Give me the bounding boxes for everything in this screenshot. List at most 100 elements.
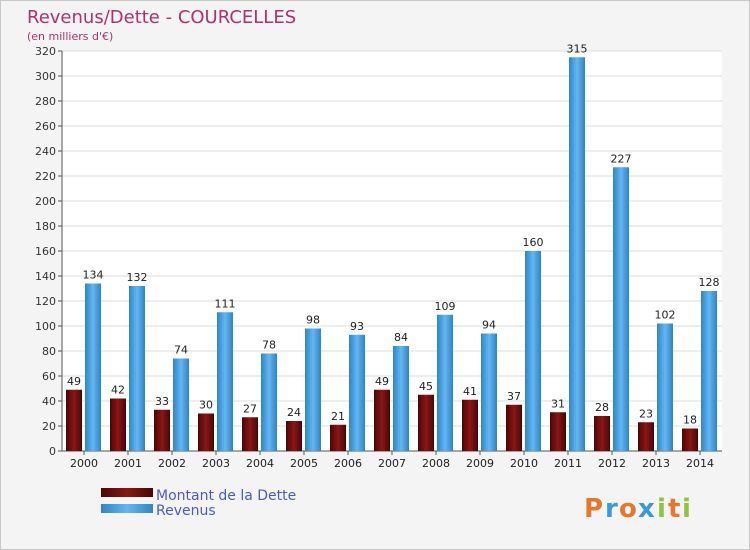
data-label-dette: 49: [67, 375, 81, 388]
bar-revenus: [173, 358, 189, 451]
data-label-revenus: 227: [611, 152, 632, 165]
grid-lines: [62, 50, 722, 452]
chart-subtitle: (en milliers d'€): [27, 30, 113, 43]
bar-revenus: [481, 333, 497, 451]
bar-dette: [330, 424, 346, 451]
y-tick-label: 80: [42, 345, 56, 358]
y-tick-label: 120: [35, 295, 56, 308]
bar-revenus: [613, 167, 629, 451]
x-tick-label: 2004: [246, 457, 274, 470]
data-label-dette: 24: [287, 406, 301, 419]
x-tick-label: 2000: [70, 457, 98, 470]
bar-dette: [198, 413, 214, 451]
y-tick-label: 60: [42, 370, 56, 383]
logo-letter: o: [619, 494, 637, 524]
data-label-dette: 27: [243, 402, 257, 415]
y-tick-label: 100: [35, 320, 56, 333]
bar-revenus: [85, 283, 101, 451]
data-label-revenus: 74: [174, 344, 188, 357]
logo-letter: r: [605, 494, 618, 524]
y-tick-label: 240: [35, 145, 56, 158]
data-label-revenus: 134: [83, 269, 104, 282]
bar-dette: [682, 428, 698, 451]
bar-revenus: [261, 353, 277, 451]
logo-letter: t: [668, 494, 680, 524]
bar-revenus: [569, 57, 585, 451]
logo-letter: i: [682, 494, 691, 524]
y-tick-label: 0: [49, 445, 56, 458]
bar-dette: [550, 412, 566, 451]
bar-revenus: [305, 328, 321, 451]
x-tick-label: 2005: [290, 457, 318, 470]
data-label-revenus: 102: [655, 309, 676, 322]
data-label-dette: 41: [463, 385, 477, 398]
bar-dette: [594, 416, 610, 451]
data-label-revenus: 132: [127, 271, 148, 284]
x-tick-label: 2010: [510, 457, 538, 470]
data-label-dette: 18: [683, 414, 697, 427]
chart-title: Revenus/Dette - COURCELLES: [27, 7, 296, 28]
bar-revenus: [657, 323, 673, 451]
bar-dette: [418, 394, 434, 451]
bar-dette: [374, 389, 390, 451]
y-tick-label: 300: [35, 70, 56, 83]
y-tick-label: 260: [35, 120, 56, 133]
bar-revenus: [701, 291, 717, 451]
y-tick-label: 280: [35, 95, 56, 108]
data-labels: 49 134 42 132 33 74 30 111 27 78 24 98 21 93 49 84 45 109…: [67, 42, 720, 426]
logo-letter: x: [638, 494, 655, 524]
bars: [66, 57, 717, 451]
legend-label-debt: Montant de la Dette: [156, 488, 296, 504]
logo-letter: P: [584, 494, 603, 524]
legend-label-revenus: Revenus: [156, 503, 216, 519]
data-label-dette: 23: [639, 407, 653, 420]
y-tick-label: 40: [42, 395, 56, 408]
data-label-revenus: 98: [306, 314, 320, 327]
data-label-dette: 31: [551, 397, 565, 410]
x-tick-label: 2012: [598, 457, 626, 470]
bar-revenus: [217, 312, 233, 451]
bar-dette: [506, 404, 522, 451]
axes: 0 20 40 60 80 100 120 140 160 180 200 220 240 260 280 3…: [35, 45, 722, 470]
data-label-dette: 21: [331, 410, 345, 423]
data-label-revenus: 84: [394, 331, 408, 344]
bar-revenus: [129, 286, 145, 451]
data-label-revenus: 93: [350, 320, 364, 333]
x-tick-label: 2013: [642, 457, 670, 470]
data-label-revenus: 315: [567, 42, 588, 55]
bar-revenus: [393, 346, 409, 451]
bar-dette: [110, 398, 126, 451]
legend: Montant de la Dette Revenus: [101, 488, 296, 519]
x-tick-label: 2011: [554, 457, 582, 470]
data-label-dette: 37: [507, 390, 521, 403]
logo-letter: i: [657, 494, 666, 524]
data-label-dette: 49: [375, 375, 389, 388]
bar-dette: [286, 421, 302, 451]
data-label-dette: 28: [595, 401, 609, 414]
data-label-revenus: 128: [699, 276, 720, 289]
data-label-dette: 30: [199, 399, 213, 412]
y-tick-label: 180: [35, 220, 56, 233]
data-label-revenus: 78: [262, 339, 276, 352]
bar-revenus: [349, 334, 365, 451]
bar-dette: [462, 399, 478, 451]
x-tick-label: 2001: [114, 457, 142, 470]
y-tick-label: 140: [35, 270, 56, 283]
x-tick-label: 2002: [158, 457, 186, 470]
bar-revenus: [437, 314, 453, 451]
y-tick-label: 220: [35, 170, 56, 183]
data-label-revenus: 111: [215, 297, 236, 310]
x-tick-label: 2014: [686, 457, 714, 470]
y-tick-label: 200: [35, 195, 56, 208]
x-tick-label: 2008: [422, 457, 450, 470]
y-tick-label: 160: [35, 245, 56, 258]
data-label-dette: 45: [419, 380, 433, 393]
data-label-revenus: 160: [523, 236, 544, 249]
data-label-revenus: 94: [482, 319, 496, 332]
bar-dette: [242, 417, 258, 451]
x-tick-label: 2007: [378, 457, 406, 470]
x-tick-label: 2003: [202, 457, 230, 470]
